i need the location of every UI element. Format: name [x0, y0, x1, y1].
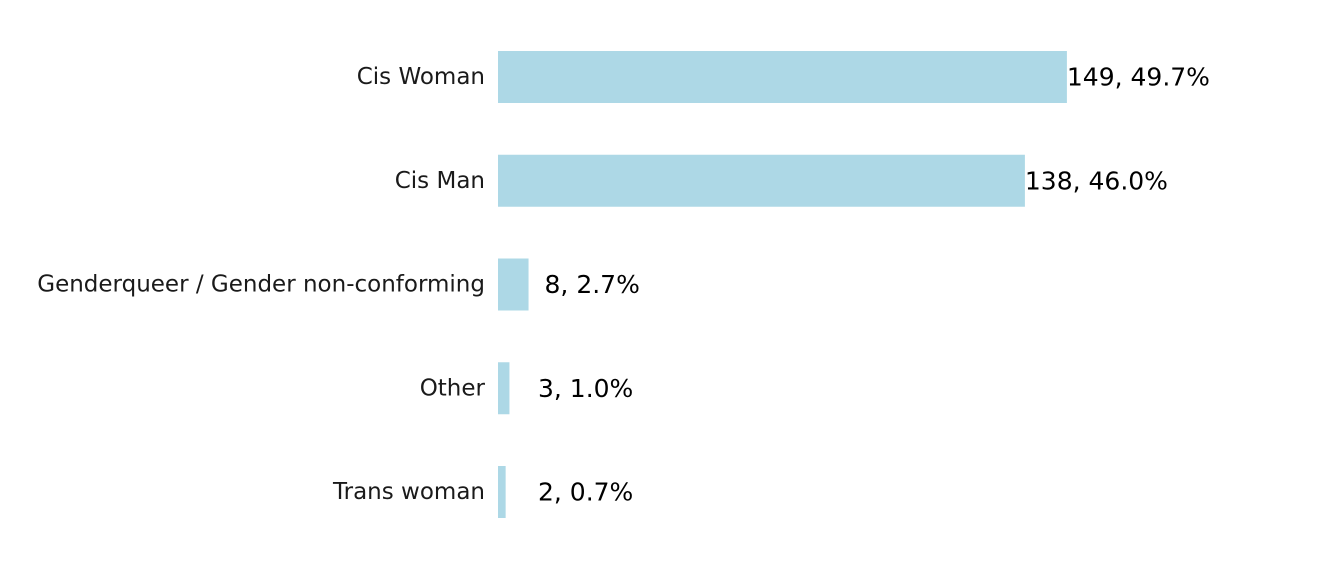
bar-trans-woman	[498, 466, 506, 518]
data-label-cis-woman: 149, 49.7%	[1067, 63, 1210, 92]
category-label-cis-woman: Cis Woman	[357, 64, 485, 90]
category-label-trans-woman: Trans woman	[332, 479, 485, 505]
data-label-cis-man: 138, 46.0%	[1025, 166, 1168, 195]
data-labels: 149, 49.7% 138, 46.0% 8, 2.7% 3, 1.0% 2, 0.7…	[538, 63, 1210, 507]
bar-cis-man	[498, 154, 1025, 207]
bar-other	[498, 362, 510, 415]
category-label-cis-man: Cis Man	[395, 168, 485, 194]
bar-cis-woman	[498, 51, 1067, 103]
category-label-genderqueer-gender-non-conforming: Genderqueer / Gender non-conforming	[37, 272, 485, 298]
bar-genderqueer-gender-non-conforming	[498, 258, 529, 311]
data-label-genderqueer-gender-non-conforming: 8, 2.7%	[545, 270, 640, 299]
category-label-other: Other	[420, 375, 486, 401]
bars-layer	[498, 51, 1067, 518]
data-label-other: 3, 1.0%	[538, 374, 633, 403]
data-label-trans-woman: 2, 0.7%	[538, 478, 633, 507]
category-labels: Cis Woman Cis Man Genderqueer / Gender non…	[37, 64, 485, 505]
